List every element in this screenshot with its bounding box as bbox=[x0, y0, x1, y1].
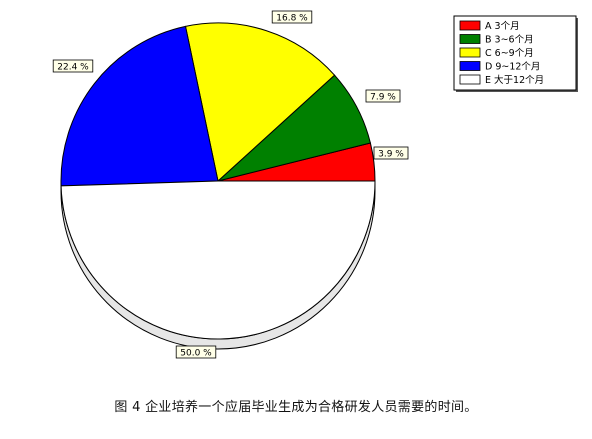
data-label-c: 16.8 % bbox=[276, 13, 308, 23]
legend-label-d: D 9~12个月 bbox=[485, 62, 540, 73]
legend-label-c: C 6~9个月 bbox=[485, 48, 534, 59]
figure-caption: 图 4 企业培养一个应届毕业生成为合格研发人员需要的时间。 bbox=[114, 400, 478, 415]
data-label-e: 50.0 % bbox=[180, 348, 212, 358]
pie-data-labels: 3.9 % 7.9 % 16.8 % 22.4 % 50.0 % bbox=[52, 10, 409, 359]
pie-slice-d bbox=[60, 25, 219, 187]
data-label-a: 3.9 % bbox=[378, 149, 404, 159]
pie-slice-c bbox=[184, 22, 336, 182]
legend-label-e: E 大于12个月 bbox=[485, 74, 544, 86]
data-label-box bbox=[365, 89, 401, 103]
legend-swatch-b bbox=[459, 34, 481, 44]
legend-swatch-c bbox=[459, 47, 481, 58]
pie-slices bbox=[60, 22, 376, 340]
pie-slice-e bbox=[60, 180, 376, 340]
legend-label-a: A 3个月 bbox=[485, 21, 520, 32]
data-label-box bbox=[373, 146, 409, 160]
data-label-d: 22.4 % bbox=[57, 62, 89, 72]
legend-swatch-a bbox=[459, 20, 481, 31]
legend-swatch-e bbox=[459, 74, 481, 85]
legend-swatch-d bbox=[459, 61, 481, 71]
legend-label-b: B 3~6个月 bbox=[485, 35, 534, 46]
data-label-box bbox=[271, 10, 313, 24]
data-label-b: 7.9 % bbox=[370, 92, 396, 102]
data-label-box bbox=[52, 59, 94, 73]
data-label-box bbox=[175, 345, 217, 359]
